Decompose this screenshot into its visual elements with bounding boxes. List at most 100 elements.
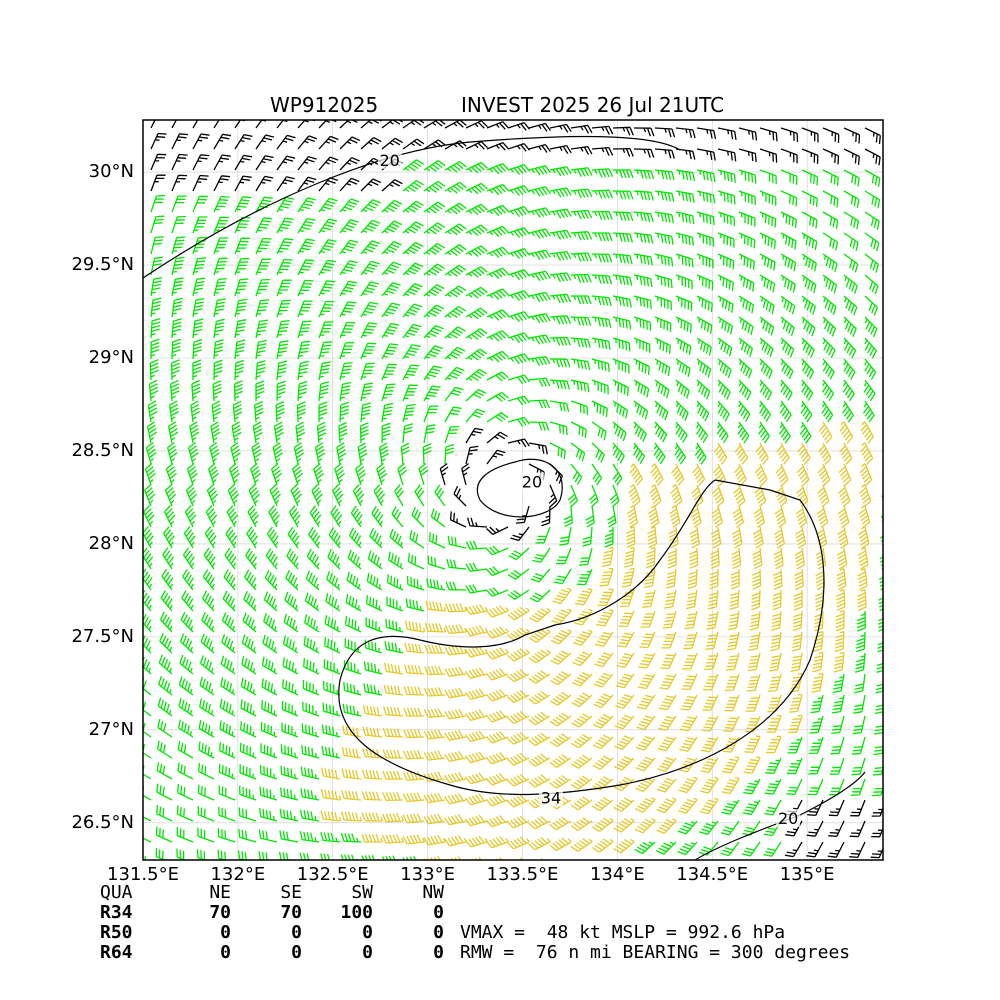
- wind-barb: [402, 138, 425, 150]
- wind-barb: [850, 799, 866, 817]
- wind-barb: [759, 232, 776, 249]
- wind-barb: [343, 681, 362, 696]
- wind-barb: [707, 589, 719, 610]
- wind-barb: [486, 391, 509, 402]
- wind-barb: [262, 634, 278, 654]
- wind-barb: [612, 169, 634, 179]
- wind-barb: [341, 746, 362, 759]
- wind-barb: [795, 526, 807, 549]
- wind-barb: [240, 699, 257, 717]
- wind-barb: [529, 589, 551, 603]
- wind-barb: [851, 736, 866, 755]
- wind-barb: [612, 295, 632, 308]
- wind-barb: [717, 379, 731, 400]
- wind-barb: [486, 566, 509, 577]
- wind-barb: [407, 553, 425, 570]
- wind-barb: [402, 344, 421, 360]
- wind-barb: [233, 380, 244, 402]
- wind-barb: [750, 589, 761, 611]
- wind-barb: [147, 400, 158, 423]
- wind-barb: [360, 322, 378, 339]
- table-header-row: QUA NE SE SW NW: [100, 883, 444, 903]
- y-tick-label: 30°N: [88, 161, 134, 183]
- wind-barb: [507, 374, 531, 385]
- wind-barb: [197, 827, 215, 843]
- wind-barb: [588, 484, 599, 507]
- wind-barb: [633, 169, 655, 180]
- wind-barb: [305, 570, 320, 591]
- wind-barb: [453, 485, 467, 507]
- wind-barb: [376, 462, 388, 486]
- wind-barb: [614, 714, 635, 730]
- wind-barb: [255, 380, 265, 401]
- wind-barb: [720, 820, 740, 836]
- wind-barb: [696, 421, 709, 444]
- contour-34kt: [338, 479, 825, 796]
- wind-barb: [339, 198, 360, 213]
- wind-barb: [261, 678, 278, 696]
- wind-barb: [774, 505, 787, 528]
- wind-barb: [717, 127, 737, 140]
- wind-barb: [150, 338, 160, 360]
- wind-barb: [507, 311, 531, 323]
- wind-barb: [864, 127, 881, 144]
- wind-barb: [364, 639, 383, 654]
- wind-barb: [192, 359, 202, 380]
- wind-barb: [402, 283, 423, 297]
- wind-barb: [699, 797, 719, 815]
- wind-barb: [570, 167, 593, 178]
- wind-barb: [649, 484, 662, 507]
- wind-barb: [633, 337, 651, 353]
- wind-barb: [549, 293, 572, 304]
- wind-barb: [157, 719, 173, 738]
- wind-barb: [570, 252, 592, 262]
- wind-barb: [528, 291, 551, 303]
- wind-barb: [612, 442, 625, 464]
- wind-barb: [349, 527, 362, 549]
- wind-barb: [775, 463, 789, 486]
- wind-barb: [149, 359, 159, 381]
- wind-barb: [360, 219, 381, 234]
- wind-barb: [344, 638, 362, 654]
- wind-barb: [297, 197, 316, 213]
- wind-barb: [507, 269, 531, 281]
- wind-barb: [192, 195, 209, 213]
- wind-barb: [444, 835, 468, 847]
- wind-barb: [713, 442, 728, 465]
- wind-barb: [444, 305, 467, 318]
- wind-barb: [633, 295, 652, 309]
- wind-barb: [465, 625, 489, 637]
- wind-barb: [192, 318, 204, 339]
- wind-barb: [612, 126, 634, 136]
- wind-barb: [594, 652, 614, 668]
- wind-barb: [742, 799, 761, 816]
- wind-barb: [465, 368, 487, 381]
- contour-label: 34: [541, 789, 561, 808]
- wind-barb: [748, 631, 761, 651]
- wind-barb: [360, 178, 382, 192]
- wind-barb: [465, 328, 488, 341]
- wind-barb: [234, 319, 247, 339]
- wind-barb: [828, 799, 845, 817]
- wind-barb: [386, 574, 404, 591]
- wind-barb: [744, 715, 761, 733]
- wind-barb: [528, 143, 551, 153]
- wind-barb: [381, 282, 401, 297]
- wind-barb: [507, 227, 531, 239]
- wind-barb: [717, 358, 732, 379]
- x-tick-label: 134.5°E: [676, 864, 749, 885]
- wind-barb: [886, 191, 900, 209]
- wind-barb: [800, 400, 813, 423]
- wind-barb: [722, 756, 740, 774]
- wind-barb: [671, 463, 685, 486]
- wind-barb: [703, 673, 719, 691]
- wind-barb: [157, 697, 173, 717]
- wind-barb: [696, 232, 715, 247]
- wind-barb: [159, 611, 173, 633]
- wind-barb: [168, 400, 179, 423]
- wind-barb: [199, 655, 215, 675]
- wind-barb: [723, 715, 740, 733]
- wind-barb: [678, 776, 698, 794]
- wind-barb: [636, 694, 656, 710]
- wind-barb: [528, 399, 550, 409]
